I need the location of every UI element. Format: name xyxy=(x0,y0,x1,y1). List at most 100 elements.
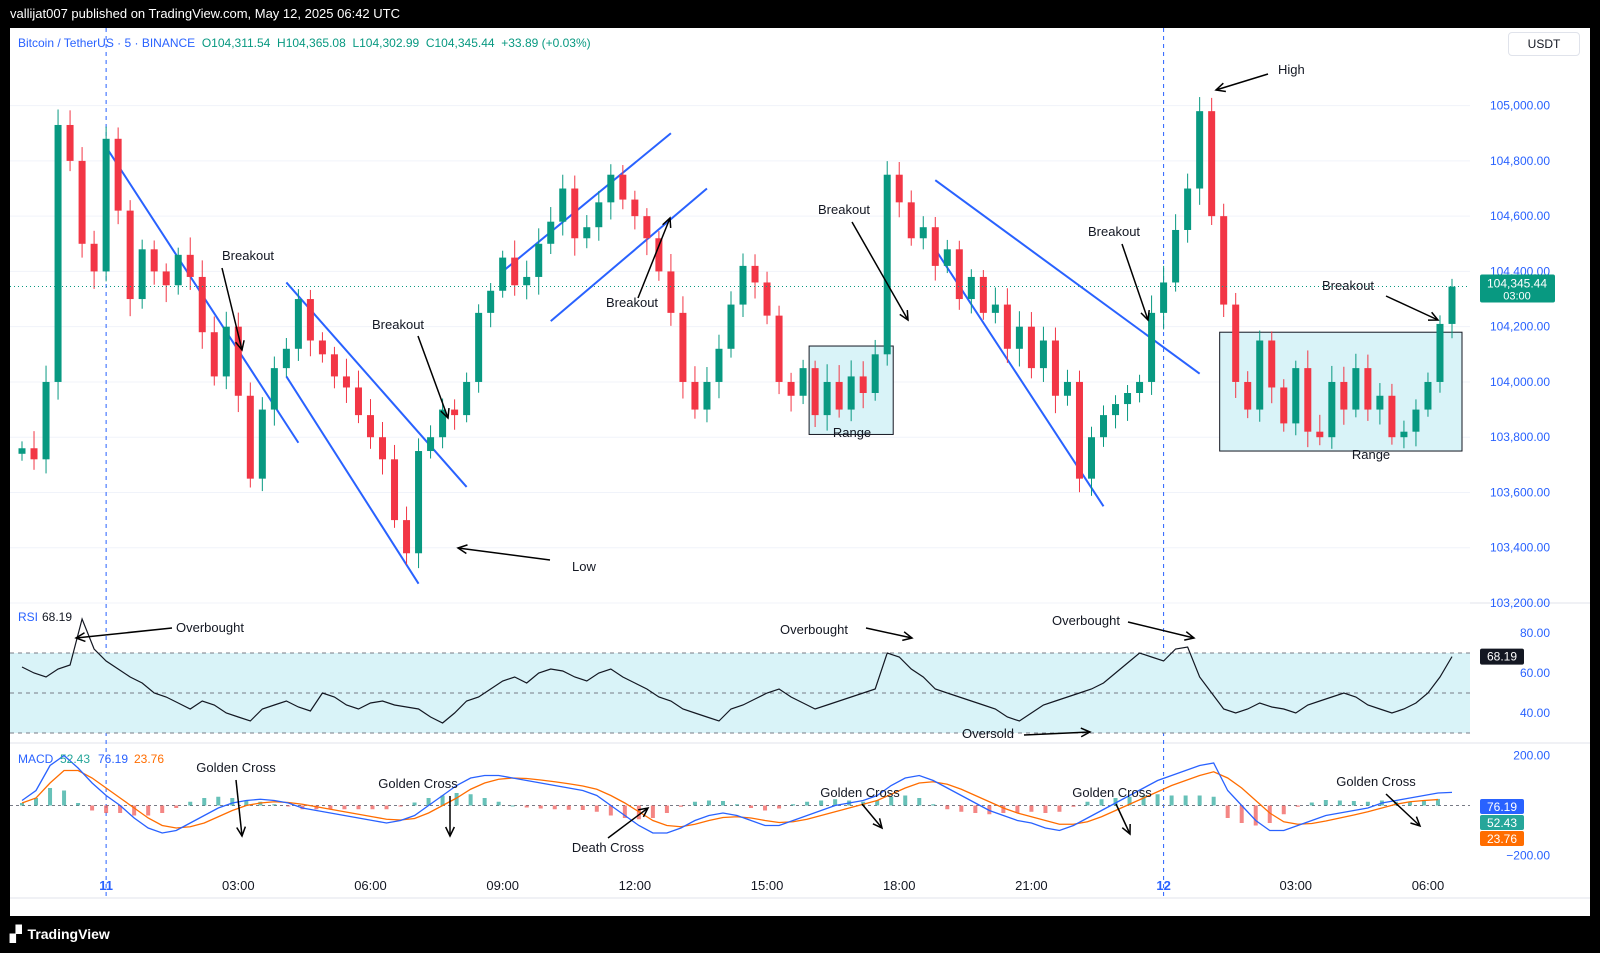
macd-histogram-bar xyxy=(889,796,894,806)
macd-histogram-bar xyxy=(1421,800,1426,806)
candle xyxy=(475,312,483,382)
annotation-oversold: Oversold xyxy=(962,726,1014,741)
chart-frame[interactable]: Bitcoin / TetherUS · 5 · BINANCE O104,31… xyxy=(10,28,1590,916)
macd-histogram-bar xyxy=(48,788,53,806)
time-tick-label: 06:00 xyxy=(1412,878,1445,893)
tradingview-logo-icon: ▞ xyxy=(10,926,22,943)
macd-histogram-bar xyxy=(1225,805,1230,818)
macd-histogram-bar xyxy=(833,799,838,806)
currency-button[interactable]: USDT xyxy=(1508,32,1580,56)
trendline xyxy=(502,132,672,273)
macd-histogram-bar xyxy=(524,805,529,808)
trendline xyxy=(285,281,468,488)
price-tick-label: 104,200.00 xyxy=(1490,320,1550,334)
annotation-arrow xyxy=(417,335,449,419)
candle xyxy=(1148,312,1156,382)
candle xyxy=(186,254,194,277)
price-tick-label: 104,000.00 xyxy=(1490,375,1550,389)
annotation-breakout: Breakout xyxy=(1322,278,1374,293)
rsi-value: 68.19 xyxy=(42,610,72,624)
candle xyxy=(1184,188,1192,230)
annotation-breakout: Breakout xyxy=(606,295,658,310)
annotation-arrow xyxy=(861,803,883,829)
macd-histogram-bar xyxy=(1197,795,1202,806)
candle xyxy=(955,249,963,300)
candle xyxy=(1364,368,1372,410)
time-tick-label: 12:00 xyxy=(619,878,652,893)
annotation-arrow-head xyxy=(440,407,450,420)
candle xyxy=(174,254,182,286)
macd-histogram-bar xyxy=(384,805,389,810)
candle xyxy=(919,227,927,239)
candle xyxy=(415,451,423,554)
macd-histogram-bar xyxy=(370,805,375,810)
last-price-badge xyxy=(1480,274,1555,303)
annotation-overbought: Overbought xyxy=(780,622,848,637)
macd-histogram-bar xyxy=(342,805,347,810)
annotation-arrow xyxy=(457,547,551,561)
macd-histogram-bar xyxy=(650,805,655,818)
candle xyxy=(607,174,615,203)
macd-histogram-bar xyxy=(749,805,754,808)
time-tick-label: 11 xyxy=(99,878,113,893)
macd-title: MACD xyxy=(18,752,54,766)
macd-histogram-bar xyxy=(973,805,978,813)
annotation-arrow-head xyxy=(1080,727,1092,738)
candle xyxy=(1220,216,1228,305)
macd-badge-label: 76.19 xyxy=(1487,800,1517,814)
annotation-golden-cross: Golden Cross xyxy=(196,760,276,775)
candle xyxy=(463,381,471,416)
candle xyxy=(1256,340,1264,410)
annotation-overbought: Overbought xyxy=(1052,613,1120,628)
candle xyxy=(1112,404,1120,416)
macd-histogram-bar xyxy=(510,805,515,807)
price-tick-label: 104,800.00 xyxy=(1490,154,1550,168)
macd-histogram-bar xyxy=(1253,805,1258,826)
macd-badge xyxy=(1480,815,1524,830)
candle xyxy=(222,326,230,377)
candle xyxy=(1027,326,1035,369)
candle xyxy=(42,381,50,460)
candle xyxy=(691,381,699,410)
macd-histogram-bar xyxy=(566,805,571,810)
candle xyxy=(931,227,939,266)
candle xyxy=(775,315,783,382)
candle xyxy=(210,332,218,377)
annotation-high: High xyxy=(1278,62,1305,77)
macd-histogram-bar xyxy=(1043,805,1048,813)
trendline xyxy=(934,179,1201,375)
macd-histogram-bar xyxy=(1211,796,1216,806)
candle xyxy=(1160,282,1168,313)
candle xyxy=(1376,395,1384,410)
macd-histogram-bar xyxy=(552,805,557,810)
candle xyxy=(1316,431,1324,438)
macd-signal-value: 23.76 xyxy=(134,752,164,766)
candle xyxy=(523,276,531,286)
candle xyxy=(1448,286,1456,324)
candle xyxy=(1003,304,1011,349)
macd-histogram-bar xyxy=(202,798,207,806)
candle xyxy=(655,238,663,272)
macd-histogram-bar xyxy=(1001,805,1006,813)
candle xyxy=(763,282,771,316)
macd-histogram-bar xyxy=(678,805,683,807)
candle xyxy=(18,448,26,454)
macd-histogram-bar xyxy=(1127,796,1132,806)
time-tick-label: 03:00 xyxy=(1280,878,1313,893)
macd-histogram-bar xyxy=(1085,801,1090,806)
macd-histogram-bar xyxy=(1057,805,1062,812)
annotation-low: Low xyxy=(572,559,596,574)
candle xyxy=(294,299,302,349)
candle xyxy=(751,265,759,283)
macd-histogram-bar xyxy=(1407,801,1412,806)
annotation-arrow-head xyxy=(456,544,468,555)
annotation-breakout: Breakout xyxy=(818,202,870,217)
annotation-arrow-head xyxy=(872,818,884,830)
candle xyxy=(403,520,411,554)
chart-svg[interactable]: 105,000.00104,800.00104,600.00104,400.00… xyxy=(10,28,1590,916)
symbol-name[interactable]: Bitcoin / TetherUS · 5 · BINANCE xyxy=(18,36,196,50)
macd-histogram-bar xyxy=(482,798,487,806)
macd-histogram-bar xyxy=(1295,805,1300,807)
macd-histogram-bar xyxy=(1113,798,1118,806)
macd-histogram-bar xyxy=(608,805,613,816)
